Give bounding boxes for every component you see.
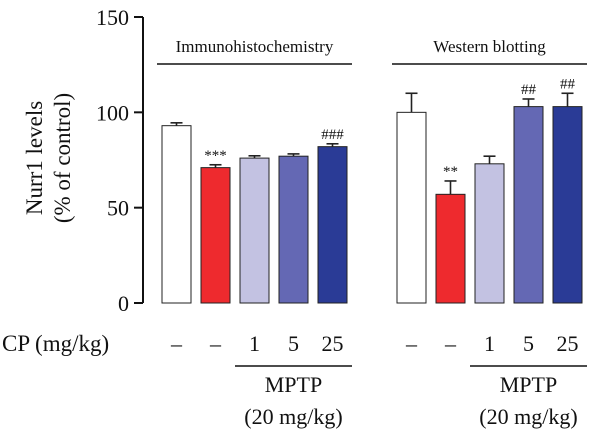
cp-dose-label: 5: [523, 331, 534, 356]
bar: [200, 167, 231, 304]
bars: *** ### ** ## ##: [161, 76, 583, 304]
cp-dose-label: –: [209, 331, 222, 356]
cp-dose-label: –: [170, 331, 183, 356]
y-axis-label-line2: (% of control): [50, 93, 75, 223]
bar: [239, 157, 270, 304]
significance-marker: ##: [521, 82, 537, 98]
y-tick-label: 0: [118, 291, 129, 316]
y-axis-label-line1: Nurr1 levels: [22, 101, 47, 215]
y-tick-label: 50: [107, 196, 129, 221]
group-labels: – – 1 5 25 Immunohistochemistry MPTP (20 mg/kg)…: [157, 37, 587, 429]
cp-dose-label: 25: [322, 331, 344, 356]
cp-row-label: CP (mg/kg): [2, 331, 109, 356]
bar: [513, 106, 544, 304]
bar: [435, 193, 466, 304]
mptp-dose-label: (20 mg/kg): [479, 404, 577, 429]
bar: [474, 163, 505, 304]
significance-marker: ###: [321, 127, 344, 143]
mptp-dose-label: (20 mg/kg): [244, 404, 342, 429]
y-axis: 0 50 100 150: [96, 5, 144, 316]
bar: [161, 125, 192, 304]
mptp-label: MPTP: [500, 372, 557, 397]
group-title: Western blotting: [433, 37, 546, 56]
y-tick-label: 150: [96, 5, 129, 30]
y-tick-label: 100: [96, 100, 129, 125]
significance-marker: **: [443, 164, 458, 180]
significance-marker: ***: [204, 148, 227, 164]
group-title: Immunohistochemistry: [176, 37, 334, 56]
bar: [552, 106, 583, 304]
bar: [396, 111, 427, 304]
cp-dose-label: 1: [249, 331, 260, 356]
cp-dose-label: 25: [557, 331, 579, 356]
cp-dose-label: –: [405, 331, 418, 356]
cp-dose-label: 1: [484, 331, 495, 356]
significance-marker: ##: [560, 76, 576, 92]
bar: [317, 146, 348, 304]
cp-dose-label: –: [444, 331, 457, 356]
cp-dose-label: 5: [288, 331, 299, 356]
bar: [278, 155, 309, 304]
mptp-label: MPTP: [265, 372, 322, 397]
